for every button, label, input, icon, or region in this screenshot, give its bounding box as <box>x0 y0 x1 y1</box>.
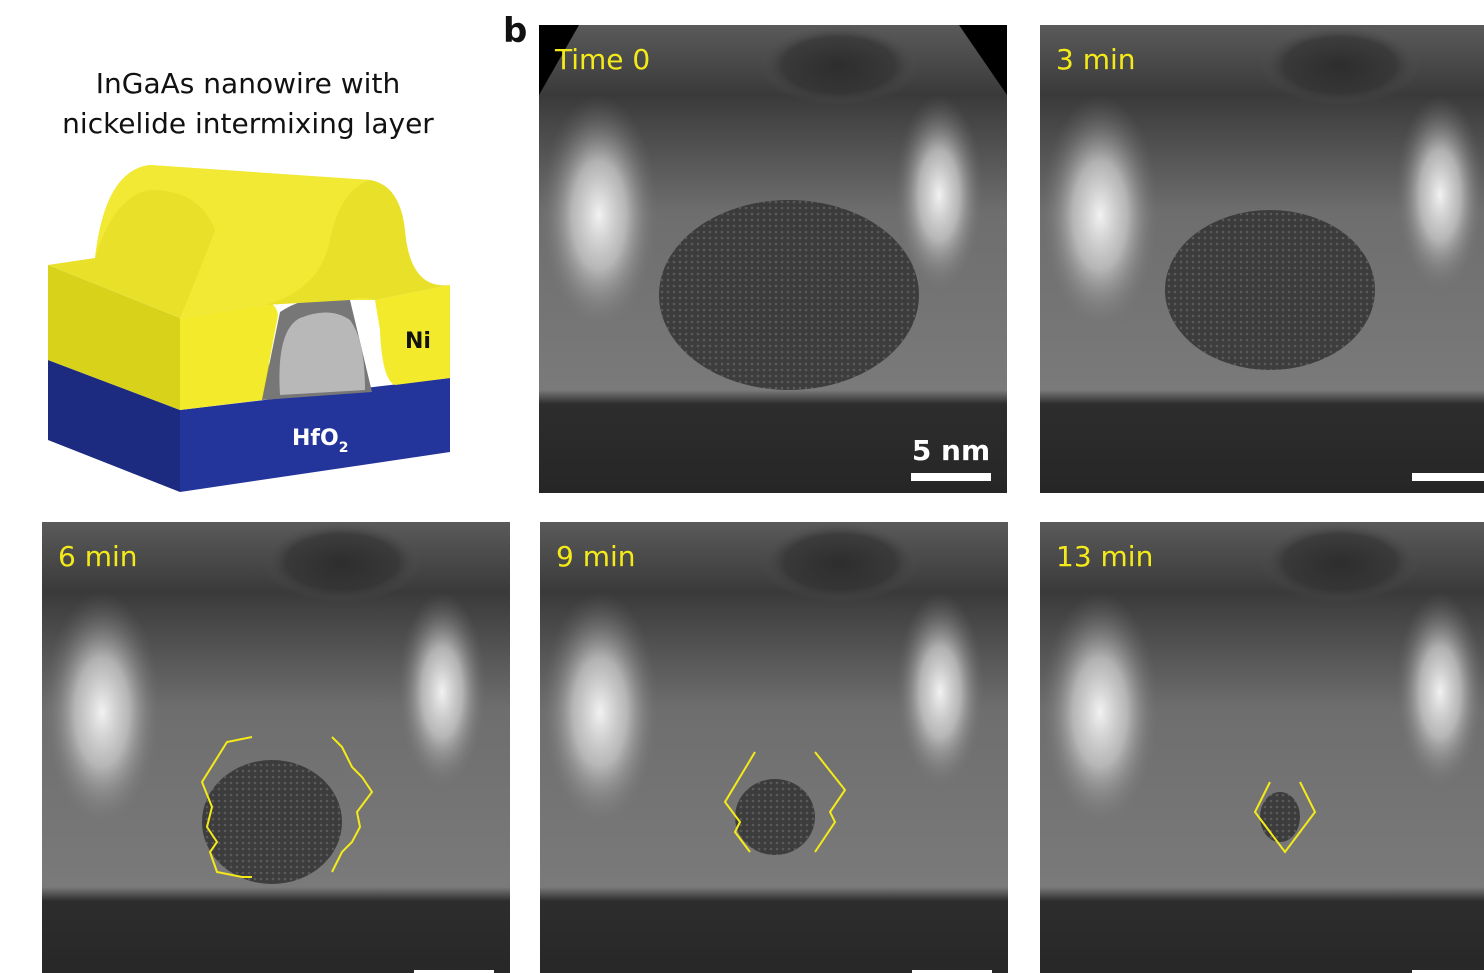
schematic-title: InGaAs nanowire with <box>96 67 400 100</box>
scale-label: 5 nm <box>912 434 990 467</box>
scale-bar <box>911 473 991 481</box>
lattice <box>735 779 815 855</box>
panel-letter: b <box>503 11 527 51</box>
tem-panel: 9 min <box>540 522 1008 973</box>
page: InGaAs nanowire with nickelide intermixi… <box>0 0 1484 973</box>
hfo2-base: HfO <box>292 426 339 451</box>
bright-left <box>1040 95 1160 335</box>
hfo2-subscript: 2 <box>339 440 349 456</box>
dark-top <box>760 522 920 602</box>
panel-label: Time 0 <box>554 43 650 76</box>
ni-label: Ni <box>405 329 431 354</box>
tem-panel: 6 min <box>42 522 510 973</box>
dark-top <box>759 25 919 105</box>
bright-right <box>895 592 985 792</box>
image <box>1040 25 1484 493</box>
lattice <box>202 760 342 884</box>
lattice <box>1260 792 1300 842</box>
figure: InGaAs nanowire with nickelide intermixi… <box>0 0 1484 973</box>
schematic-title: nickelide intermixing layer <box>62 107 434 140</box>
tem-panel: 13 min <box>1040 522 1484 973</box>
bright-left <box>42 592 162 832</box>
panel-label: 6 min <box>58 540 138 573</box>
dark-top <box>1260 522 1420 602</box>
lattice <box>659 200 919 390</box>
panel-label: 9 min <box>556 540 636 573</box>
dark-top <box>262 522 422 602</box>
scale-bar <box>1412 473 1484 481</box>
image <box>539 25 1007 493</box>
bright-left <box>1040 592 1160 832</box>
image <box>42 522 510 973</box>
dark-top <box>1260 25 1420 105</box>
tem-panels: Time 0 5 nm 3 min 6 min 9 min 13 min <box>42 25 1484 973</box>
bright-right <box>1395 592 1484 792</box>
image <box>1040 522 1484 973</box>
panel-label: 13 min <box>1056 540 1153 573</box>
bright-left <box>539 95 659 335</box>
panel-label: 3 min <box>1056 43 1136 76</box>
nanowire-schematic <box>48 165 450 492</box>
image <box>540 522 1008 973</box>
lattice <box>1165 210 1375 370</box>
bright-right <box>1395 95 1484 295</box>
tem-panel: 3 min <box>1040 25 1484 493</box>
bright-left <box>540 592 660 832</box>
bright-right <box>397 592 487 792</box>
tem-panel: Time 0 5 nm <box>539 25 1007 493</box>
